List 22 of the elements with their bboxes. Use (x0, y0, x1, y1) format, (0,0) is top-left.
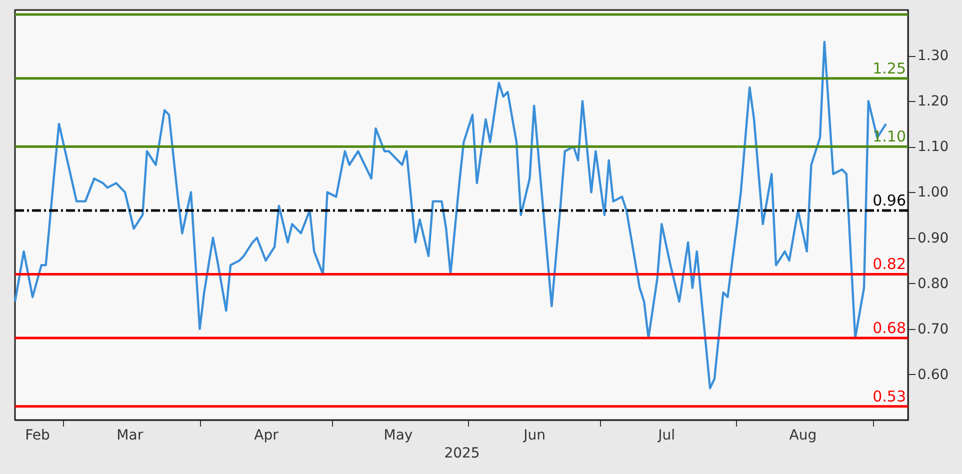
ref-line-label: 0.82 (872, 255, 906, 274)
ref-line-label: 0.96 (872, 191, 906, 210)
x-axis-title: 2025 (444, 446, 480, 462)
x-tick-label: Apr (254, 428, 279, 444)
x-tick-label: Mar (116, 428, 144, 444)
ref-line-label: 1.25 (872, 59, 906, 78)
x-tick-label: Aug (789, 428, 817, 444)
y-tick-label: 1.10 (918, 139, 949, 156)
y-tick-label: 1.00 (918, 184, 949, 201)
x-tick-label: May (384, 428, 413, 444)
y-tick-label: 1.20 (918, 94, 949, 110)
y-tick-label: 0.60 (918, 366, 949, 383)
x-tick-label: Feb (25, 428, 50, 444)
ref-line-label: 0.68 (872, 319, 906, 337)
x-tick-label: Jun (522, 428, 546, 444)
y-tick-label: 1.30 (918, 48, 949, 64)
ref-line-label: 1.10 (872, 128, 906, 146)
y-tick-label: 0.70 (918, 321, 949, 338)
y-tick-label: 0.90 (918, 230, 949, 246)
ref-line-label: 0.53 (872, 387, 906, 406)
x-tick-label: Jul (657, 428, 676, 444)
y-tick-label: 0.80 (918, 276, 949, 292)
